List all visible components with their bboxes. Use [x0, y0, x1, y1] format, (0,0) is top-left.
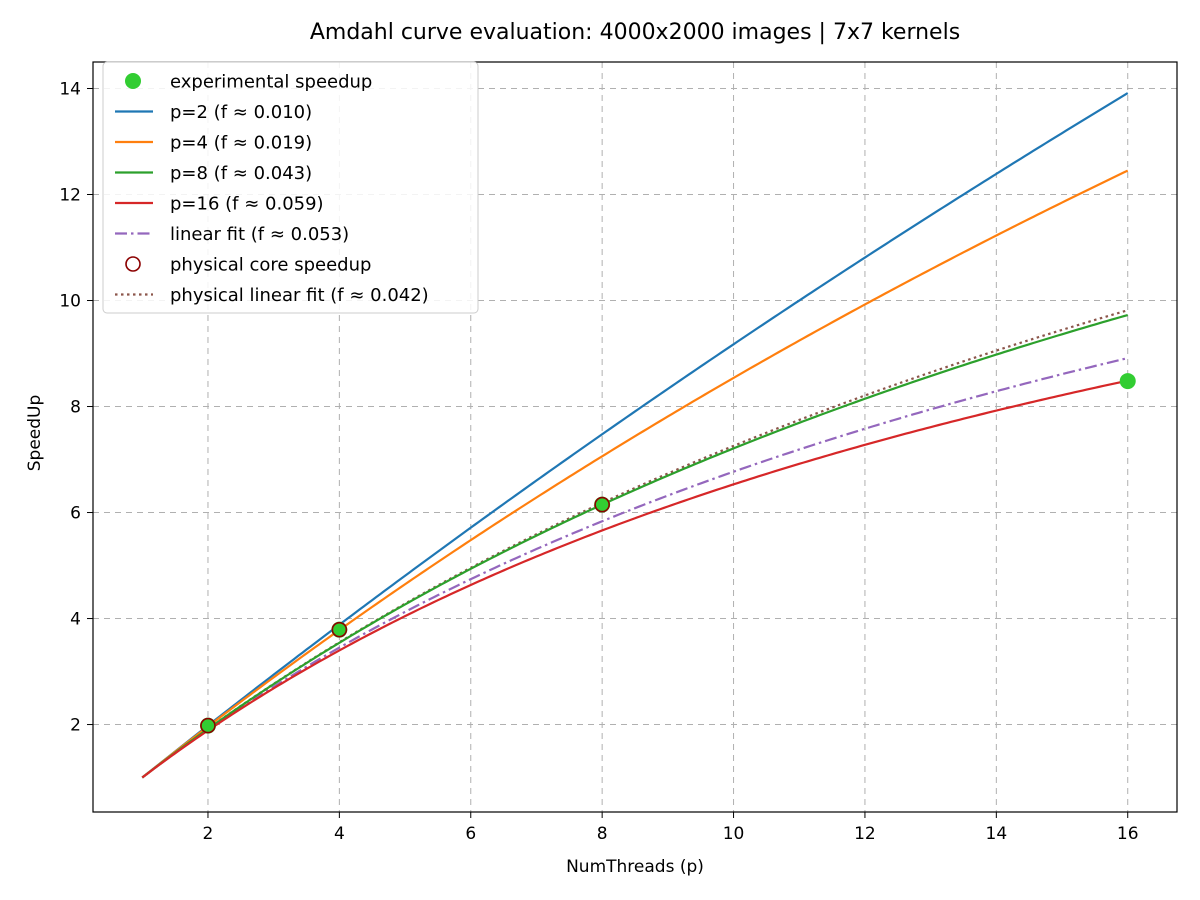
- experimental-point: [331, 621, 348, 638]
- legend-box: [102, 61, 479, 314]
- data-points: [199, 373, 1136, 734]
- y-tick-label: 6: [70, 504, 81, 524]
- x-tick-label: 2: [203, 824, 214, 844]
- x-tick-label: 4: [334, 824, 345, 844]
- x-tick-label: 10: [723, 824, 745, 844]
- legend-label: linear fit (f ≈ 0.053): [170, 224, 349, 245]
- experimental-point: [1119, 373, 1136, 390]
- y-tick-label: 4: [70, 610, 81, 630]
- legend-label: p=2 (f ≈ 0.010): [170, 102, 312, 123]
- x-tick-label: 6: [465, 824, 476, 844]
- legend-label: experimental speedup: [170, 72, 372, 93]
- series-line-2: [141, 313, 1129, 779]
- x-tick-label: 8: [597, 824, 608, 844]
- legend-label: physical core speedup: [170, 255, 371, 276]
- legend-marker: [125, 73, 141, 89]
- physical-core-point: [594, 496, 610, 513]
- legend-label: p=4 (f ≈ 0.019): [170, 133, 312, 154]
- plot-frame: [92, 61, 1178, 813]
- series-line-5: [141, 309, 1129, 779]
- experimental-point: [199, 717, 216, 734]
- legend: experimental speedup p=2 (f ≈ 0.010) p=4 (…: [102, 61, 479, 314]
- y-tick-label: 12: [59, 186, 81, 206]
- x-axis-label: NumThreads (p): [566, 857, 704, 877]
- y-axis-ticks: 2 4 6 8 10 12 14: [59, 80, 93, 736]
- legend-label: physical linear fit (f ≈ 0.042): [170, 285, 429, 306]
- y-tick-label: 2: [70, 716, 81, 736]
- physical-core-point: [200, 717, 216, 734]
- series-line-3: [141, 379, 1128, 779]
- y-tick-label: 14: [59, 80, 81, 100]
- y-tick-label: 8: [70, 398, 81, 418]
- x-tick-label: 16: [1117, 824, 1139, 844]
- x-tick-label: 14: [986, 824, 1008, 844]
- physical-core-point: [331, 621, 348, 638]
- y-tick-label: 10: [59, 292, 81, 312]
- legend-marker: [125, 256, 141, 272]
- x-tick-label: 12: [854, 824, 876, 844]
- series-line-0: [141, 92, 1129, 779]
- y-axis-label: SpeedUp: [25, 395, 45, 472]
- legend-label: p=8 (f ≈ 0.043): [170, 163, 312, 184]
- experimental-point: [594, 496, 611, 513]
- chart-title: Amdahl curve evaluation: 4000x2000 image…: [310, 20, 960, 45]
- series-line-1: [141, 169, 1129, 779]
- x-axis-ticks: 2 4 6 8 10 12 14 16: [203, 812, 1139, 844]
- series-line-4: [141, 357, 1128, 779]
- curves: [141, 92, 1129, 779]
- legend-label: p=16 (f ≈ 0.059): [170, 194, 324, 215]
